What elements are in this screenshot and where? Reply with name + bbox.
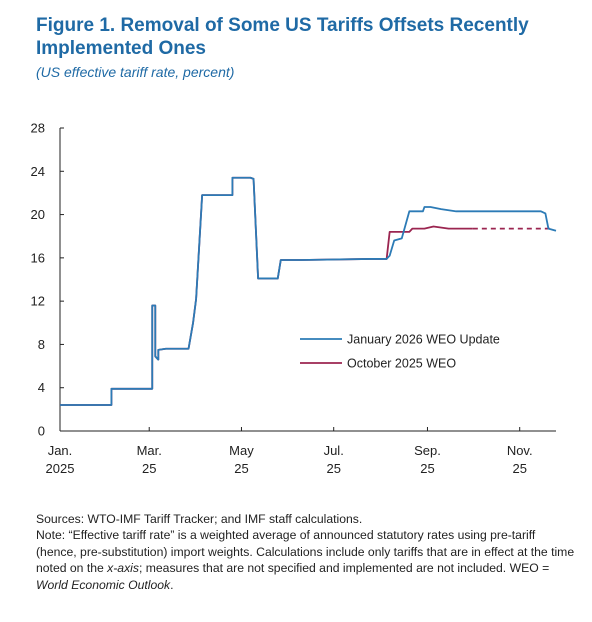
x-tick-label-month: Mar. bbox=[137, 443, 162, 458]
legend-label-october-2025: October 2025 WEO bbox=[347, 357, 456, 371]
legend-label-january-2026: January 2026 WEO Update bbox=[347, 333, 500, 347]
line-chart: 0 4 8 12 16 20 24 28 Jan. 2025 Mar. 25 May 25 Jul. 25 S… bbox=[31, 121, 557, 476]
y-axis: 0 4 8 12 16 20 24 28 bbox=[31, 121, 64, 439]
x-axis: Jan. 2025 Mar. 25 May 25 Jul. 25 Sep. 25 Nov. 25 bbox=[46, 427, 556, 476]
x-tick-label-month: Nov. bbox=[507, 443, 533, 458]
x-tick-label-year: 25 bbox=[512, 461, 526, 476]
series-lines bbox=[60, 176, 557, 406]
x-tick-label-month: May bbox=[229, 443, 254, 458]
x-tick-label-year: 25 bbox=[142, 461, 156, 476]
sources-text: Sources: WTO-IMF Tariff Tracker; and IMF… bbox=[36, 512, 363, 526]
y-tick-label: 28 bbox=[31, 121, 45, 136]
y-tick-label: 16 bbox=[31, 250, 45, 265]
x-tick-label-year: 25 bbox=[326, 461, 340, 476]
note-text: Note: “Effective tariff rate” is a weigh… bbox=[36, 528, 575, 592]
figure-notes: Sources: WTO-IMF Tariff Tracker; and IMF… bbox=[36, 511, 576, 593]
y-tick-label: 24 bbox=[31, 164, 45, 179]
y-tick-label: 20 bbox=[31, 207, 45, 222]
x-tick-label-month: Jul. bbox=[324, 443, 344, 458]
x-tick-label-month: Jan. bbox=[48, 443, 73, 458]
x-tick-label-year: 2025 bbox=[46, 461, 75, 476]
x-tick-label-month: Sep. bbox=[414, 443, 441, 458]
figure-subtitle: (US effective tariff rate, percent) bbox=[36, 64, 235, 80]
y-tick-label: 0 bbox=[38, 424, 45, 439]
series-line-january-2026 bbox=[60, 176, 557, 406]
y-tick-label: 4 bbox=[38, 380, 45, 395]
x-tick-label-year: 25 bbox=[234, 461, 248, 476]
legend: January 2026 WEO Update October 2025 WEO bbox=[300, 333, 500, 371]
y-tick-label: 8 bbox=[38, 337, 45, 352]
figure-title: Figure 1. Removal of Some US Tariffs Off… bbox=[36, 15, 529, 59]
x-tick-label-year: 25 bbox=[420, 461, 434, 476]
y-tick-label: 12 bbox=[31, 294, 45, 309]
